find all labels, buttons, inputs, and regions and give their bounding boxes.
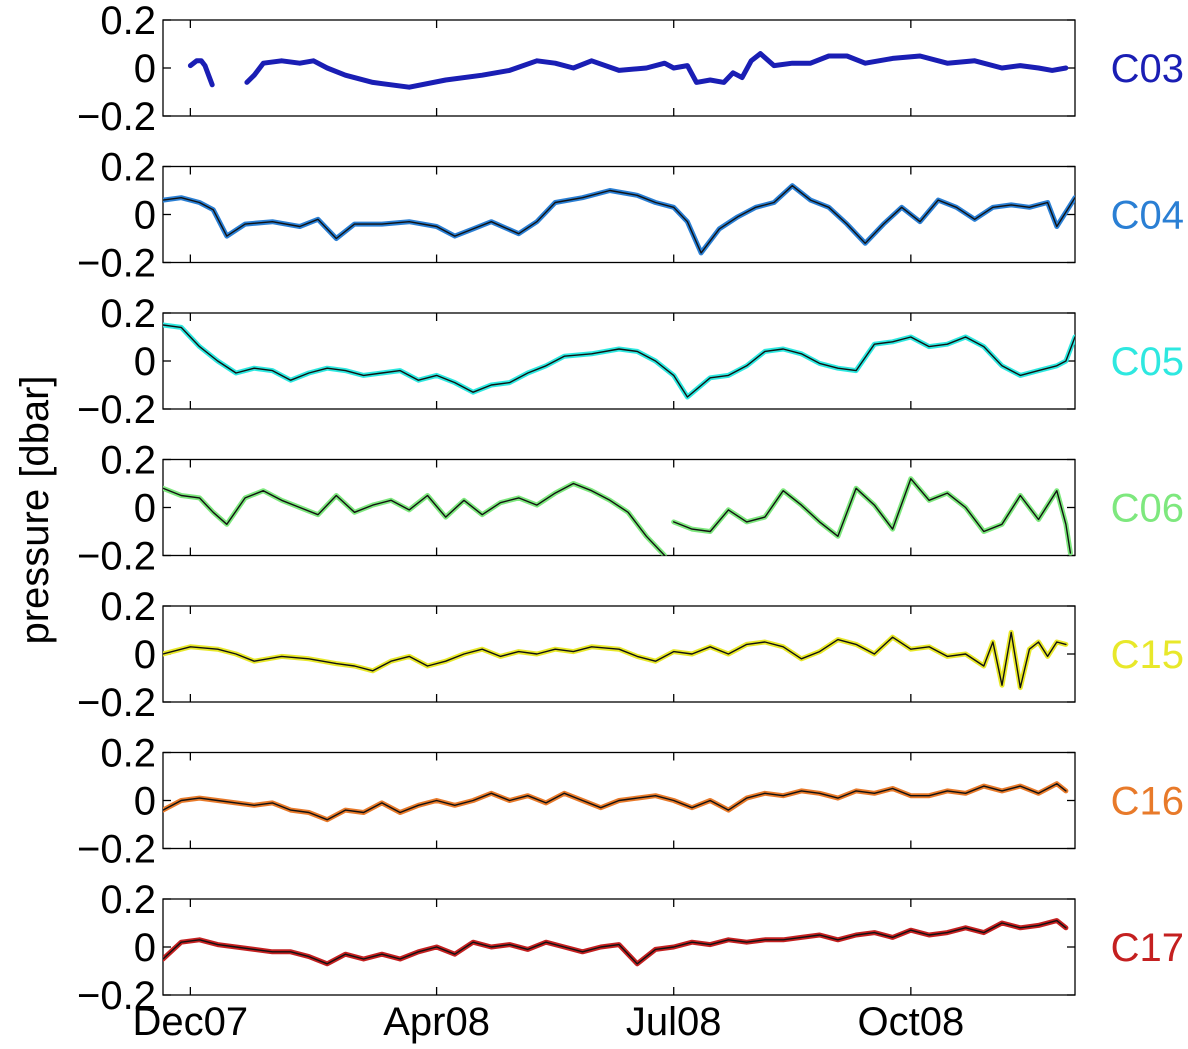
- x-tick-label: Jul08: [626, 1000, 722, 1044]
- series-line-c06: [163, 482, 666, 556]
- y-tick-label: 0: [134, 633, 156, 677]
- panel-c04: 0.20−0.2 C04: [77, 146, 1184, 286]
- y-tick-label: 0.2: [100, 146, 156, 190]
- y-tick-label: 0: [134, 780, 156, 824]
- series-line-c03: [188, 58, 215, 87]
- series-halo-c06: [163, 481, 668, 556]
- series-line-c15: [163, 631, 1067, 689]
- y-tick-label: 0: [134, 487, 156, 531]
- series-halo-c04: [163, 183, 1075, 256]
- panels-group: 0.20−0.2C030.20−0.2C040.20−0.2C050.20−0.…: [77, 0, 1184, 1018]
- panel-c05: 0.20−0.2 C05: [77, 292, 1184, 432]
- panel-c15: 0.20−0.2 C15: [77, 585, 1184, 725]
- panel-frame: [162, 312, 1076, 410]
- x-tick-label: Oct08: [857, 1000, 964, 1044]
- y-tick-label: −0.2: [77, 828, 156, 872]
- series-line-c06: [673, 478, 1072, 554]
- y-tick-label: 0.2: [100, 585, 156, 629]
- x-tick-label: Dec07: [133, 1000, 249, 1044]
- y-tick-label: 0: [134, 340, 156, 384]
- y-tick-label: −0.2: [77, 681, 156, 725]
- y-tick-label: 0.2: [100, 439, 156, 483]
- series-halo-c06: [671, 476, 1073, 556]
- series-label-c04: C04: [1111, 194, 1184, 238]
- y-tick-label: 0.2: [100, 292, 156, 336]
- y-tick-label: 0.2: [100, 732, 156, 776]
- series-label-c15: C15: [1111, 633, 1184, 677]
- y-tick-label: −0.2: [77, 242, 156, 286]
- series-line-c16: [163, 783, 1067, 821]
- series-halo-c17: [163, 918, 1069, 967]
- series-line-c05: [163, 324, 1075, 398]
- series-line-c04: [163, 185, 1075, 254]
- series-label-c17: C17: [1111, 926, 1184, 970]
- series-line-c17: [163, 919, 1067, 965]
- x-tick-label: Apr08: [383, 1000, 490, 1044]
- y-tick-label: 0: [134, 47, 156, 91]
- y-axis-label: pressure [dbar]: [13, 375, 57, 644]
- series-label-c03: C03: [1111, 47, 1184, 91]
- series-label-c06: C06: [1111, 487, 1184, 531]
- y-tick-label: 0: [134, 194, 156, 238]
- panel-c06: 0.20−0.2 C06: [77, 439, 1184, 579]
- panel-c03: 0.20−0.2 C03: [77, 0, 1184, 139]
- series-halo-c05: [163, 322, 1075, 400]
- panel-c17: 0.20−0.2 C17: [77, 878, 1184, 1018]
- y-tick-label: 0.2: [100, 0, 156, 43]
- y-tick-label: −0.2: [77, 388, 156, 432]
- y-tick-label: −0.2: [77, 95, 156, 139]
- series-line-c03: [244, 51, 1068, 90]
- y-tick-label: 0: [134, 926, 156, 970]
- series-label-c16: C16: [1111, 780, 1184, 824]
- panel-frame: [162, 165, 1076, 264]
- series-halo-c15: [163, 629, 1069, 691]
- y-tick-label: 0.2: [100, 878, 156, 922]
- series-label-c05: C05: [1111, 340, 1184, 384]
- y-tick-label: −0.2: [77, 535, 156, 579]
- panel-c16: 0.20−0.2 C16: [77, 732, 1184, 872]
- x-axis-ticks: Dec07 Apr08 Jul08 Oct08: [133, 1000, 965, 1044]
- y-tick-label: −0.2: [77, 974, 156, 1018]
